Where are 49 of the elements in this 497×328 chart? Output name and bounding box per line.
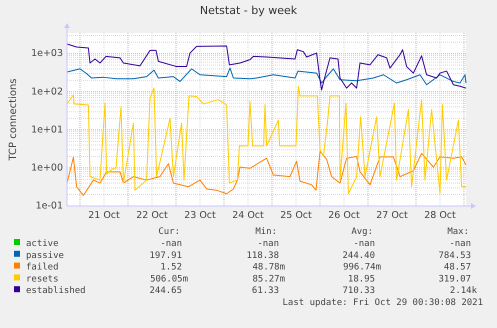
x-tick-label: 26 Oct bbox=[328, 210, 360, 221]
text: Cur: bbox=[158, 227, 180, 237]
x-tick-label: 25 Oct bbox=[280, 210, 312, 221]
line-series bbox=[66, 68, 466, 86]
x-tick-label: 24 Oct bbox=[232, 210, 264, 221]
text: 244.65 bbox=[149, 286, 182, 296]
text: 784.53 bbox=[438, 250, 471, 261]
text: 506.05m bbox=[150, 274, 188, 284]
text: 48.78m bbox=[252, 262, 285, 273]
text: 710.33 bbox=[342, 286, 375, 296]
text: 1.52 bbox=[160, 262, 182, 273]
text: 18.95 bbox=[348, 274, 375, 284]
y-tick-label: 1e+03 bbox=[31, 48, 63, 60]
text: 61.33 bbox=[252, 286, 279, 296]
text: -nan bbox=[449, 239, 471, 249]
y-axis-title: TCP connections bbox=[8, 78, 19, 162]
line-series bbox=[66, 43, 466, 90]
text: 85.27m bbox=[252, 274, 285, 284]
text: 197.91 bbox=[149, 250, 182, 261]
legend-label: failed bbox=[26, 262, 59, 273]
text: 319.07 bbox=[438, 274, 471, 284]
line-series bbox=[66, 151, 466, 196]
legend-label: active bbox=[26, 239, 59, 249]
x-tick-label: 28 Oct bbox=[424, 210, 456, 221]
text: Max: bbox=[447, 227, 469, 237]
text: -nan bbox=[257, 239, 279, 249]
legend-label: established bbox=[26, 286, 86, 296]
y-tick-label: 1e+01 bbox=[31, 124, 63, 136]
legend-label: resets bbox=[26, 274, 59, 284]
x-tick-label: 21 Oct bbox=[88, 210, 120, 221]
legend-label: passive bbox=[26, 250, 64, 261]
chart-title: Netstat - by week bbox=[200, 4, 298, 17]
x-tick-label: 22 Oct bbox=[136, 210, 168, 221]
text: 48.57 bbox=[444, 262, 471, 273]
text: 2.14k bbox=[450, 286, 478, 296]
y-tick-label: 1e+00 bbox=[31, 162, 63, 174]
text: 996.74m bbox=[343, 262, 381, 273]
text: Avg: bbox=[351, 227, 373, 237]
text: Min: bbox=[255, 227, 277, 237]
y-tick-label: 1e-01 bbox=[36, 200, 63, 212]
y-tick-label: 1e+02 bbox=[31, 86, 63, 98]
text: 118.38 bbox=[246, 250, 279, 261]
text: 244.40 bbox=[342, 250, 375, 261]
x-tick-label: 27 Oct bbox=[376, 210, 408, 221]
text: -nan bbox=[353, 239, 375, 249]
text: Last update: Fri Oct 29 00:30:08 2021 bbox=[282, 298, 483, 308]
line-series bbox=[66, 86, 466, 194]
x-tick-label: 23 Oct bbox=[184, 210, 216, 221]
text: -nan bbox=[160, 239, 182, 249]
